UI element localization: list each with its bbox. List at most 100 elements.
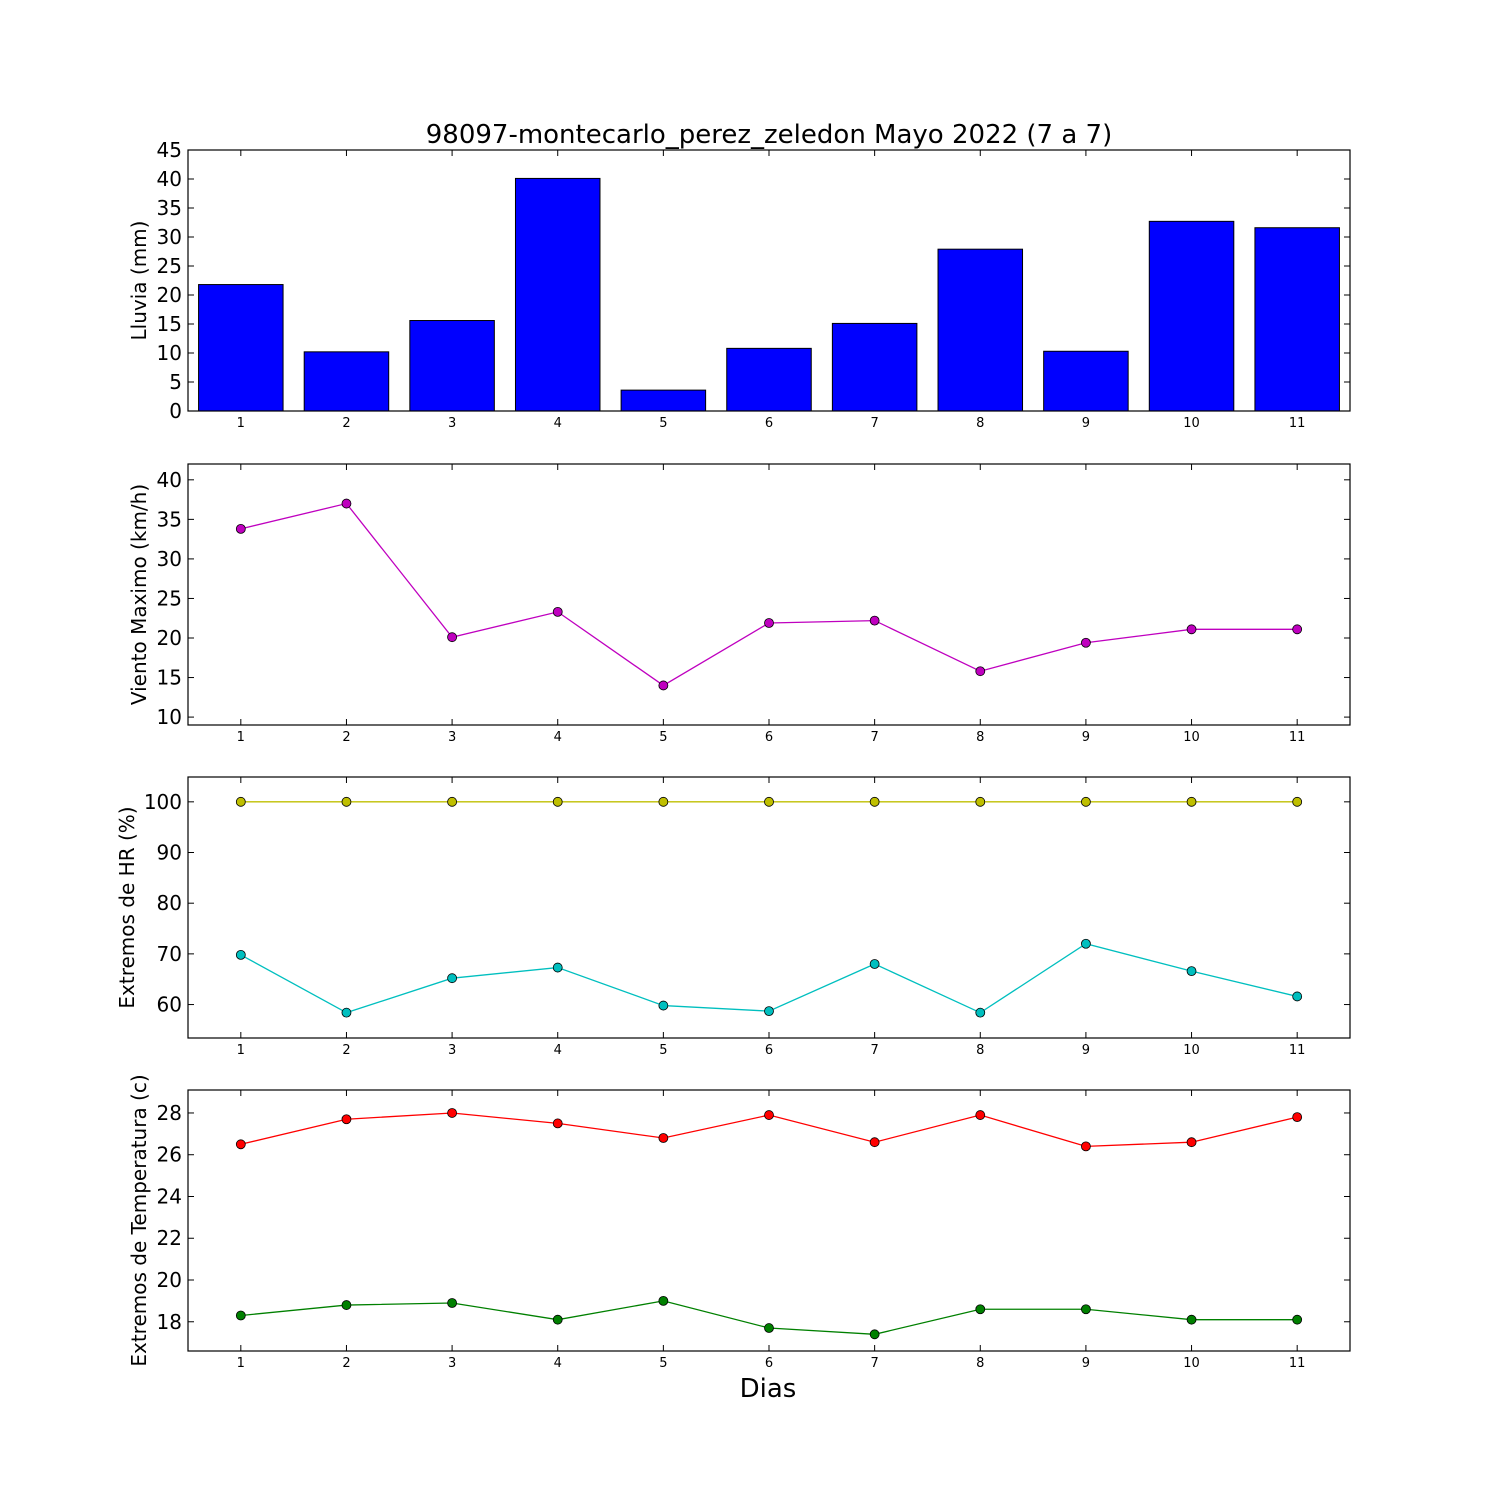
y-tick-label: 10	[157, 341, 182, 365]
data-point	[341, 1007, 352, 1018]
y-tick-label: 22	[157, 1226, 182, 1250]
x-tick-label: 7	[870, 1043, 878, 1058]
data-point	[764, 1110, 774, 1120]
bar	[409, 320, 495, 412]
data-point	[552, 796, 563, 807]
y-tick-label: 24	[157, 1184, 182, 1208]
y-tick-label: 18	[157, 1310, 182, 1334]
y-tick-label: 0	[169, 399, 182, 423]
bar	[937, 248, 1024, 412]
x-tick-label: 2	[342, 1356, 350, 1371]
y-tick-label: 25	[157, 254, 182, 278]
x-tick-label: 8	[976, 416, 984, 431]
data-point	[1186, 966, 1197, 977]
x-tick-label: 10	[1183, 730, 1200, 745]
data-point	[447, 632, 457, 643]
data-point	[447, 1108, 457, 1118]
data-point	[235, 949, 246, 960]
x-tick-label: 11	[1289, 1356, 1306, 1371]
data-point	[447, 1298, 457, 1308]
data-point	[1186, 1314, 1197, 1325]
x-tick-label: 3	[448, 416, 456, 431]
x-tick-label: 10	[1183, 1043, 1200, 1058]
x-tick-label: 6	[765, 416, 773, 431]
data-point	[341, 498, 352, 509]
data-point	[975, 666, 986, 677]
data-point	[1292, 796, 1303, 807]
y-tick-label: 30	[157, 225, 182, 249]
y-tick-label: 40	[157, 468, 182, 492]
panel-4: Extremos de Temperatura (c) 1820222426281…	[127, 1074, 1351, 1371]
bar	[303, 351, 390, 412]
y-tick-label: 20	[157, 1268, 182, 1292]
plot-frame	[187, 776, 1351, 1039]
data-point	[1186, 1137, 1197, 1148]
data-point	[341, 796, 352, 807]
figure-title: 98097-montecarlo_perez_zeledon Mayo 2022…	[426, 120, 1113, 150]
data-point	[235, 796, 246, 807]
y-tick-label: 35	[157, 507, 182, 531]
x-tick-label: 4	[554, 416, 562, 431]
data-point	[1292, 1112, 1303, 1123]
x-tick-label: 8	[976, 1043, 984, 1058]
data-point	[552, 962, 563, 973]
data-point	[447, 796, 457, 807]
bar	[1254, 227, 1340, 412]
x-axis-label: Dias	[740, 1374, 797, 1404]
data-point	[1186, 796, 1197, 807]
data-point	[975, 1007, 986, 1018]
data-point	[1081, 938, 1091, 949]
x-tick-label: 5	[659, 1043, 667, 1058]
x-tick-label: 6	[765, 730, 773, 745]
data-point	[1292, 624, 1303, 635]
y-tick-label: 90	[157, 841, 182, 865]
data-point	[447, 973, 457, 984]
data-point	[764, 1323, 774, 1333]
y-axis-label: Extremos de HR (%)	[115, 806, 139, 1008]
data-point	[341, 1300, 352, 1310]
data-point	[1292, 991, 1303, 1002]
y-axis-label: Lluvia (mm)	[127, 221, 151, 341]
x-tick-label: 3	[448, 730, 456, 745]
y-tick-label: 35	[157, 196, 182, 220]
y-tick-label: 70	[157, 942, 182, 966]
x-tick-label: 1	[237, 730, 245, 745]
y-tick-label: 25	[157, 586, 182, 610]
x-tick-label: 7	[870, 1356, 878, 1371]
x-tick-label: 3	[448, 1356, 456, 1371]
plot-frame	[187, 1089, 1351, 1352]
x-tick-label: 4	[554, 1043, 562, 1058]
x-tick-label: 1	[237, 1356, 245, 1371]
data-point	[1081, 796, 1091, 807]
y-tick-label: 80	[157, 891, 182, 915]
bar	[726, 347, 812, 412]
plot-frame	[187, 149, 1351, 412]
x-tick-label: 11	[1289, 1043, 1306, 1058]
x-tick-label: 3	[448, 1043, 456, 1058]
x-tick-label: 2	[342, 730, 350, 745]
x-tick-label: 1	[237, 416, 245, 431]
series-line	[240, 502, 1298, 687]
x-tick-label: 4	[554, 730, 562, 745]
y-tick-label: 40	[157, 167, 182, 191]
data-point	[1081, 1304, 1091, 1315]
data-point	[552, 1314, 563, 1325]
data-point	[764, 1006, 774, 1017]
data-point	[552, 1118, 563, 1129]
plot-frame	[187, 463, 1351, 726]
y-tick-label: 20	[157, 626, 182, 650]
data-point	[658, 1295, 669, 1306]
x-tick-label: 8	[976, 730, 984, 745]
x-tick-label: 5	[659, 416, 667, 431]
bar	[831, 322, 918, 412]
y-tick-label: 5	[169, 370, 182, 394]
data-point	[552, 607, 563, 617]
y-tick-label: 15	[157, 312, 182, 336]
data-point	[658, 796, 669, 807]
data-point	[869, 1329, 880, 1340]
y-axis-label: Extremos de Temperatura (c)	[127, 1074, 151, 1366]
x-tick-label: 5	[659, 1356, 667, 1371]
bar	[620, 389, 707, 412]
